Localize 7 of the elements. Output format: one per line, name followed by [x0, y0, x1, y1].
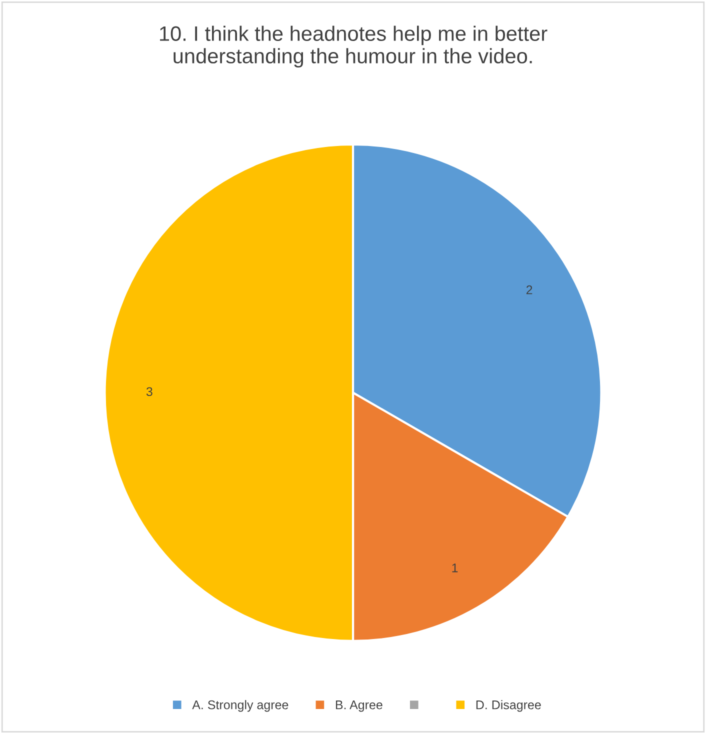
- data-label: 2: [526, 285, 532, 294]
- chart-title: 10. I think the headnotes help me in better understanding the humour in the video.: [160, 26, 548, 68]
- data-label: 1: [452, 564, 458, 572]
- legend-label: D. Disagree: [476, 700, 541, 712]
- legend-label: A. Strongly agree: [192, 700, 288, 712]
- legend-label: B. Agree: [336, 700, 382, 712]
- data-label: 3: [146, 387, 152, 396]
